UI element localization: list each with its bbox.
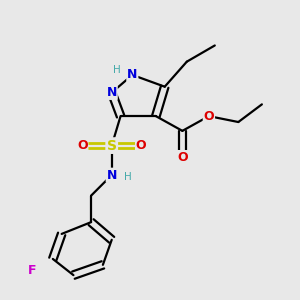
Text: H: H	[113, 64, 121, 75]
Text: H: H	[124, 172, 132, 182]
Text: F: F	[28, 264, 37, 277]
Text: N: N	[127, 68, 137, 81]
Text: N: N	[106, 169, 117, 182]
Text: O: O	[136, 139, 146, 152]
Text: O: O	[77, 139, 88, 152]
Text: S: S	[107, 139, 117, 153]
Text: O: O	[177, 151, 188, 164]
Text: N: N	[106, 86, 117, 99]
Text: O: O	[204, 110, 214, 123]
